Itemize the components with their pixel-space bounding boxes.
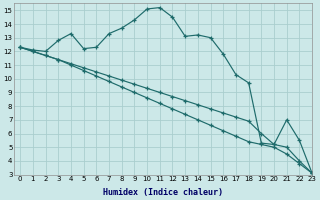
X-axis label: Humidex (Indice chaleur): Humidex (Indice chaleur) [103,188,223,197]
